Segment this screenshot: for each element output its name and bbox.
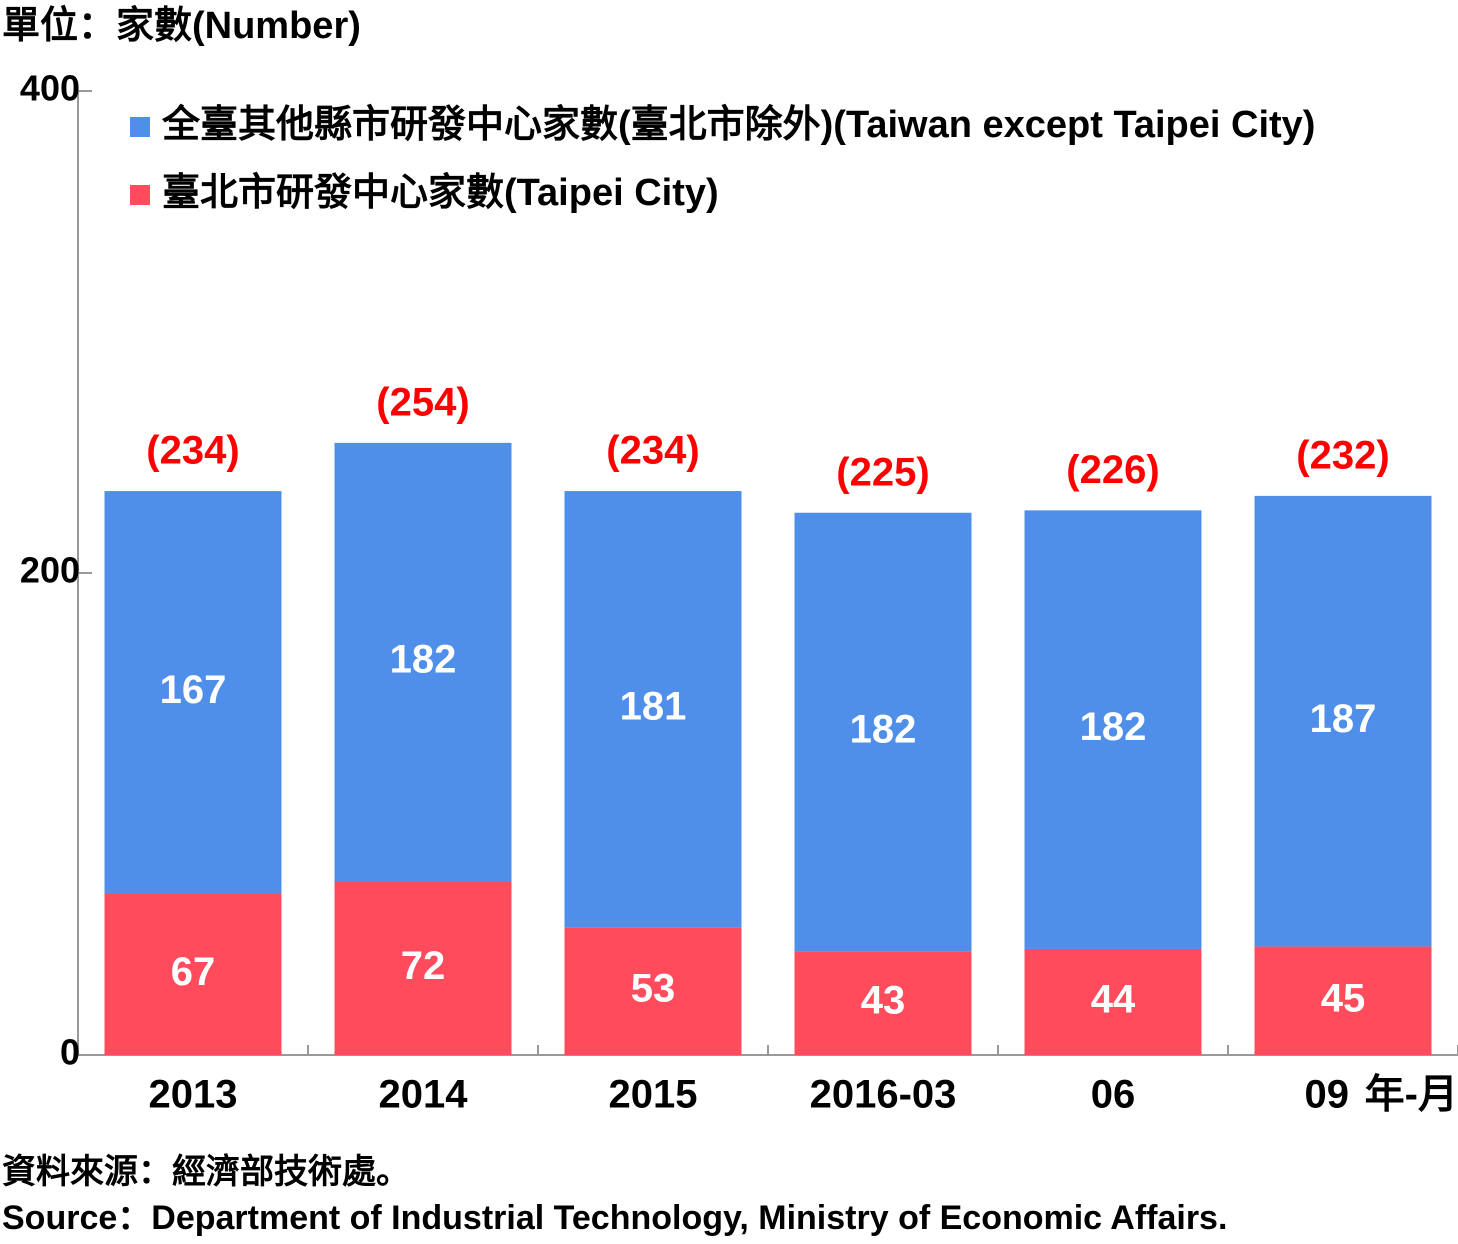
source-en: Source：Department of Industrial Technolo… [2, 1199, 1227, 1237]
x-tick-label: 2014 [379, 1073, 469, 1117]
legend-swatch [130, 117, 150, 137]
bar-segment [1254, 946, 1432, 1055]
total-label: (234) [146, 429, 239, 473]
bar-segment [564, 491, 742, 928]
value-label: 53 [631, 967, 676, 1011]
total-label: (254) [376, 380, 469, 424]
x-tick-label: 09 [1305, 1073, 1350, 1117]
value-label: 67 [171, 950, 216, 994]
y-tick-label: 400 [20, 68, 80, 109]
value-label: 44 [1091, 978, 1136, 1022]
value-label: 182 [850, 708, 917, 752]
bar-segment [564, 927, 742, 1055]
bar-segment [104, 893, 282, 1055]
y-tick-label: 0 [60, 1032, 80, 1073]
value-label: 182 [390, 638, 457, 682]
legend-swatch [130, 185, 150, 205]
total-label: (232) [1296, 433, 1389, 477]
total-label: (226) [1066, 448, 1159, 492]
value-label: 182 [1080, 705, 1147, 749]
bar-segment [1024, 510, 1202, 949]
bar-segment [1024, 948, 1202, 1055]
bar-segment [1254, 495, 1432, 947]
x-axis-label: 年-月 [1365, 1073, 1458, 1117]
bar-segment [794, 951, 972, 1055]
source-zh: 資料來源：經濟部技術處。 [2, 1152, 410, 1191]
value-label: 72 [401, 944, 446, 988]
bar-segment [334, 881, 512, 1055]
value-label: 187 [1310, 697, 1377, 741]
bar-segment [104, 491, 282, 894]
value-label: 45 [1321, 976, 1366, 1020]
bar-segment [334, 442, 512, 882]
x-tick-label: 2016-03 [810, 1073, 957, 1117]
legend-label: 全臺其他縣市研發中心家數(臺北市除外)(Taiwan except Taipei… [161, 103, 1315, 146]
value-label: 181 [620, 685, 687, 729]
total-label: (234) [606, 429, 699, 473]
x-tick-label: 06 [1091, 1073, 1136, 1117]
x-tick-label: 2013 [149, 1073, 238, 1117]
total-label: (225) [836, 450, 929, 494]
y-tick-label: 200 [20, 550, 80, 591]
bar-segment [794, 512, 972, 952]
x-tick-label: 2015 [609, 1073, 698, 1117]
value-label: 167 [160, 668, 227, 712]
legend-label: 臺北市研發中心家數(Taipei City) [162, 172, 719, 214]
chart-title: 單位：家數(Number) [2, 5, 361, 47]
value-label: 43 [861, 979, 906, 1023]
